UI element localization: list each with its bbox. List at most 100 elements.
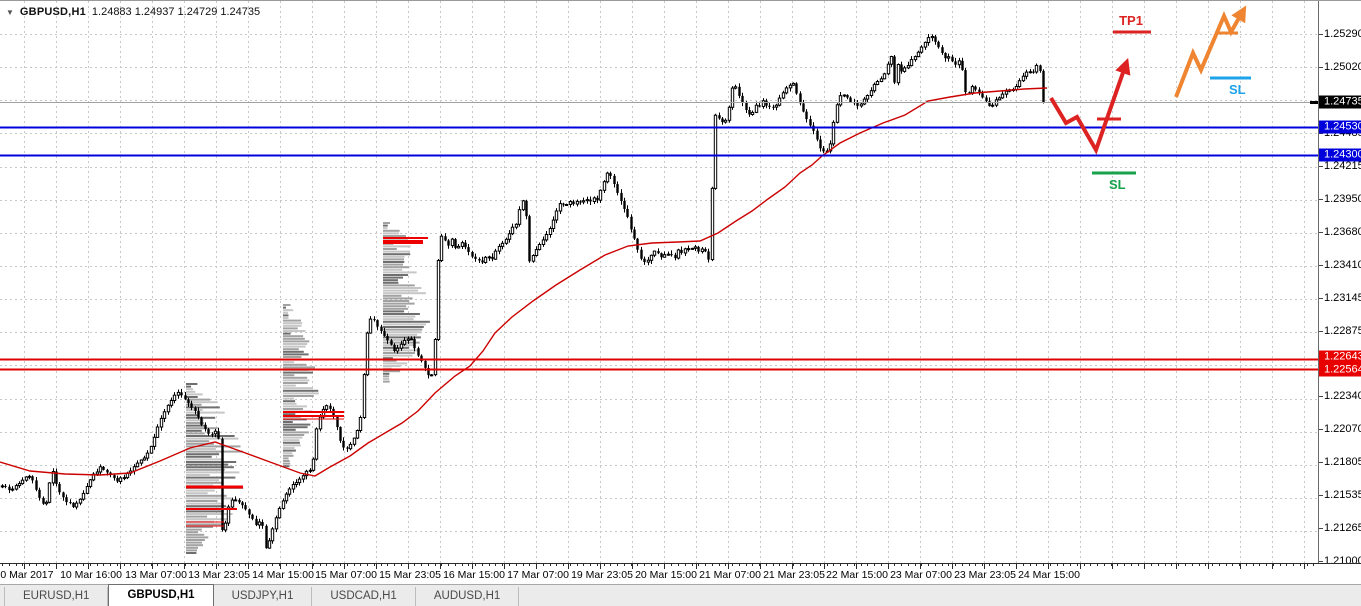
- time-tick-minor: [151, 564, 152, 566]
- time-tick-minor: [293, 564, 294, 566]
- price-tick-label: 1.23950: [1324, 193, 1361, 205]
- time-tick-minor: [1178, 564, 1179, 566]
- time-tick-minor: [867, 564, 868, 566]
- time-tick-major: [1272, 564, 1273, 569]
- time-tick-major: [920, 564, 921, 569]
- time-axis[interactable]: 10 Mar 2017 10 Mar 16:00 13 Mar 07:00 13 Ma…: [0, 563, 1361, 585]
- price-tick-mark: [1319, 331, 1323, 332]
- time-tick-minor: [651, 564, 652, 566]
- time-tick-major: [664, 564, 665, 569]
- time-tick-minor: [1070, 564, 1071, 566]
- time-tick-minor: [820, 564, 821, 566]
- tab-eurusd[interactable]: EURUSD,H1: [4, 587, 109, 606]
- collapse-triangle-icon[interactable]: ▼: [6, 7, 14, 17]
- time-tick-minor: [773, 564, 774, 566]
- time-tick-minor: [1009, 564, 1010, 566]
- time-tick-minor: [448, 564, 449, 566]
- time-tick-minor: [631, 564, 632, 566]
- time-tick-minor: [725, 564, 726, 566]
- time-tick-minor: [367, 564, 368, 566]
- time-tick-minor: [732, 564, 733, 566]
- time-tick-minor: [1023, 564, 1024, 566]
- time-tick-minor: [421, 564, 422, 566]
- time-tick-minor: [685, 564, 686, 566]
- time-tick-major: [152, 564, 153, 569]
- time-tick-major: [696, 564, 697, 569]
- time-tick-minor: [218, 564, 219, 566]
- time-tick-minor: [989, 564, 990, 566]
- time-tick-minor: [1273, 564, 1274, 566]
- time-tick-minor: [570, 564, 571, 566]
- price-tick-mark: [1319, 67, 1323, 68]
- time-tick-minor: [482, 564, 483, 566]
- symbol-info: ▼ GBPUSD,H1 1.24883 1.24937 1.24729 1.24…: [6, 6, 260, 18]
- time-tick-minor: [786, 564, 787, 566]
- price-tick-mark: [1319, 298, 1323, 299]
- time-tick-minor: [604, 564, 605, 566]
- time-tick-minor: [543, 564, 544, 566]
- price-levels[interactable]: [0, 101, 1318, 371]
- chart-canvas[interactable]: TP1 SL SL ▼ GBPUSD,H1 1.24883 1.24937 1.24…: [0, 1, 1318, 563]
- time-tick-minor: [840, 564, 841, 566]
- time-tick-minor: [583, 564, 584, 566]
- time-tick-minor: [908, 564, 909, 566]
- time-tick-minor: [394, 564, 395, 566]
- time-tick-minor: [49, 564, 50, 566]
- time-tick-major: [408, 564, 409, 569]
- time-tick-minor: [70, 564, 71, 566]
- tab-audusd[interactable]: AUDUSD,H1: [416, 587, 520, 606]
- sl-label-cyan[interactable]: SL: [1229, 82, 1246, 97]
- time-tick-minor: [164, 564, 165, 566]
- time-tick-major: [504, 564, 505, 569]
- time-tick-minor: [739, 564, 740, 566]
- time-tick-major: [1304, 564, 1305, 569]
- time-tick-minor: [881, 564, 882, 566]
- time-tick-minor: [1212, 564, 1213, 566]
- trade-annotations[interactable]: TP1 SL SL: [1049, 5, 1251, 192]
- time-tick-minor: [1030, 564, 1031, 566]
- tab-usdjpy[interactable]: USDJPY,H1: [214, 587, 313, 606]
- time-tick-minor: [827, 564, 828, 566]
- time-tick-major: [1048, 564, 1049, 569]
- price-badge-1.24530: 1.24530: [1319, 120, 1361, 134]
- time-tick-minor: [969, 564, 970, 566]
- time-tick-minor: [1138, 564, 1139, 566]
- time-tick-minor: [624, 564, 625, 566]
- time-tick-minor: [212, 564, 213, 566]
- orange-projection-arrow[interactable]: [1174, 5, 1247, 98]
- time-tick-minor: [921, 564, 922, 566]
- time-tick-minor: [854, 564, 855, 566]
- time-tick-minor: [678, 564, 679, 566]
- sl-label-green[interactable]: SL: [1109, 177, 1126, 192]
- profile-13mar-poc-lines: [186, 485, 243, 527]
- price-axis[interactable]: 1.252901.250201.247501.244851.242151.239…: [1318, 1, 1361, 567]
- time-label: 15 Mar 07:00: [315, 569, 377, 581]
- time-tick-minor: [178, 564, 179, 566]
- time-tick-minor: [279, 564, 280, 566]
- time-tick-major: [1112, 564, 1113, 569]
- time-tick-minor: [381, 564, 382, 566]
- time-tick-minor: [374, 564, 375, 566]
- time-tick-minor: [1144, 564, 1145, 566]
- time-tick-minor: [56, 564, 57, 566]
- time-tick-minor: [671, 564, 672, 566]
- time-tick-minor: [1057, 564, 1058, 566]
- time-tick-minor: [266, 564, 267, 566]
- moving-average-line: [0, 87, 1048, 477]
- time-tick-minor: [306, 564, 307, 566]
- time-tick-minor: [692, 564, 693, 566]
- time-tick-minor: [536, 564, 537, 566]
- time-tick-minor: [1117, 564, 1118, 566]
- time-tick-minor: [1016, 564, 1017, 566]
- time-label: 10 Mar 16:00: [60, 569, 122, 581]
- price-badge-1.24300: 1.24300: [1319, 148, 1361, 162]
- time-label: 14 Mar 15:00: [252, 569, 314, 581]
- tp1-label[interactable]: TP1: [1119, 13, 1143, 28]
- time-tick-minor: [746, 564, 747, 566]
- bid-axis-tick: [1310, 101, 1318, 104]
- tab-gbpusd[interactable]: GBPUSD,H1: [108, 584, 214, 606]
- tab-usdcad[interactable]: USDCAD,H1: [312, 587, 416, 606]
- red-projection-arrow[interactable]: [1049, 57, 1131, 155]
- price-tick-mark: [1319, 396, 1323, 397]
- time-tick-minor: [1050, 564, 1051, 566]
